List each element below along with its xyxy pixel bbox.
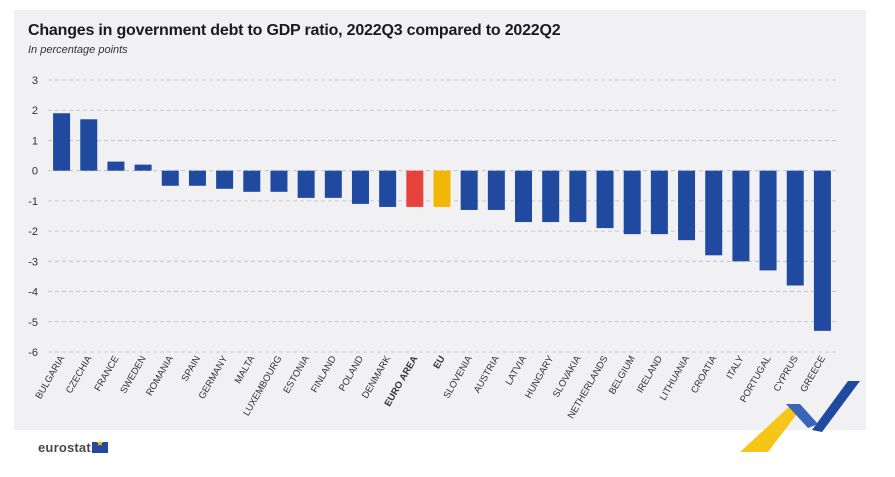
bar-germany: [216, 170, 234, 189]
x-tick-label: MALTA: [233, 353, 258, 385]
y-tick-label: 0: [32, 166, 38, 178]
x-tick-label: SPAIN: [180, 354, 203, 384]
bar-ireland: [650, 170, 668, 235]
chart-subtitle: In percentage points: [28, 44, 128, 56]
y-tick-label: -6: [28, 347, 38, 359]
bar-austria: [487, 170, 505, 210]
bar-italy: [732, 170, 750, 262]
x-tick-label: SWEDEN: [118, 354, 148, 396]
bar-croatia: [705, 170, 723, 256]
bars: [53, 113, 831, 331]
bar-spain: [188, 170, 206, 186]
bar-euro-area: [406, 170, 424, 207]
y-tick-label: -4: [28, 287, 38, 299]
eu-flag-icon: [91, 439, 108, 453]
y-tick-label: -5: [28, 317, 38, 329]
x-tick-label: ITALY: [724, 353, 746, 381]
bar-estonia: [297, 170, 315, 198]
x-tick-label: BELGIUM: [607, 354, 638, 397]
bar-hungary: [542, 170, 560, 223]
bar-belgium: [623, 170, 641, 235]
x-tick-label: ROMANIA: [144, 353, 176, 397]
bar-eu: [433, 170, 451, 207]
chart-title: Changes in government debt to GDP ratio,…: [28, 22, 561, 39]
x-tick-label: AUSTRIA: [472, 353, 502, 395]
bar-poland: [351, 170, 369, 204]
decoration-blue-stripe: [812, 381, 860, 432]
bar-slovenia: [460, 170, 478, 210]
bar-romania: [161, 170, 179, 186]
bar-bulgaria: [53, 113, 71, 171]
x-tick-label: CZECHIA: [64, 353, 95, 395]
x-tick-label: CROATIA: [689, 353, 720, 395]
bar-malta: [243, 170, 261, 192]
bar-denmark: [379, 170, 397, 207]
x-tick-label: ESTONIA: [281, 353, 312, 395]
y-tick-label: 1: [32, 135, 38, 147]
y-tick-label: 2: [32, 105, 38, 117]
eurostat-decoration: [740, 381, 860, 452]
x-tick-label: LATVIA: [504, 353, 530, 387]
y-tick-label: -1: [28, 196, 38, 208]
x-tick-label: CYPRUS: [772, 354, 801, 394]
bar-sweden: [134, 164, 152, 171]
bar-portugal: [759, 170, 777, 271]
bar-cyprus: [786, 170, 804, 286]
x-tick-label: BULGARIA: [34, 353, 68, 401]
x-tick-label: EU: [431, 354, 447, 371]
x-tick-label: IRELAND: [635, 354, 665, 395]
y-tick-label: 3: [32, 75, 38, 87]
x-tick-label: FRANCE: [92, 354, 121, 393]
bar-latvia: [515, 170, 533, 223]
bar-greece: [813, 170, 831, 331]
bar-luxembourg: [270, 170, 288, 192]
y-tick-label: -3: [28, 256, 38, 268]
x-tick-label: GREECE: [798, 354, 828, 394]
bar-lithuania: [678, 170, 696, 241]
x-tick-label: POLAND: [337, 354, 366, 393]
bar-finland: [324, 170, 342, 198]
decoration-blue-ribbon: [786, 404, 818, 428]
bar-france: [107, 161, 125, 171]
decoration-yellow-stripe: [740, 404, 800, 452]
logo-text: eurostat: [38, 440, 91, 455]
y-tick-label: -2: [28, 226, 38, 238]
bar-netherlands: [596, 170, 614, 229]
eurostat-logo: eurostat: [38, 439, 108, 455]
y-tick-labels: 3 2 1 0 -1 -2 -3 -4 -5 -6: [28, 75, 38, 359]
x-tick-label: FINLAND: [309, 354, 339, 395]
bar-czechia: [80, 119, 98, 171]
bar-slovakia: [569, 170, 587, 223]
